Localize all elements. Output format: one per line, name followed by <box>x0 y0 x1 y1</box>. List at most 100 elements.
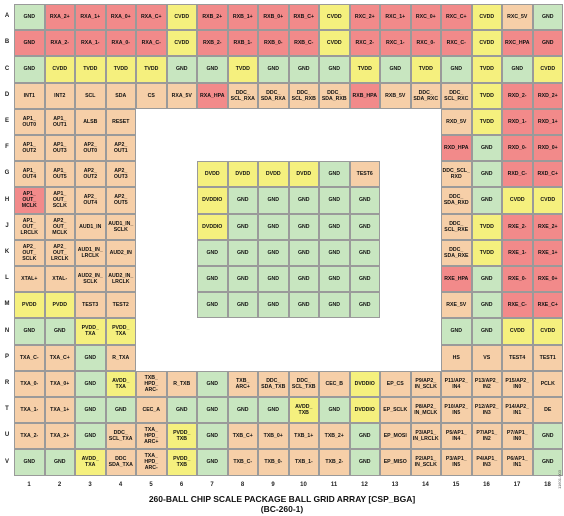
ball-U2: TXA_2+ <box>44 423 75 450</box>
ball-R9: DDC_ SDA_TXB <box>258 370 289 397</box>
ball-G13 <box>380 161 411 188</box>
ball-J13 <box>380 213 411 240</box>
ball-H11: GND <box>319 187 350 214</box>
ball-C9: GND <box>258 56 289 83</box>
ball-E18: RXD_1+ <box>532 108 563 135</box>
ball-K2: AP2_ OUT_ LRCLK <box>44 239 75 266</box>
ball-G15: DDC_SCL_ RXD <box>441 161 472 188</box>
ball-T2: TXA_1+ <box>44 397 75 424</box>
ball-F13 <box>380 135 411 162</box>
column-label: 9 <box>271 482 275 488</box>
ball-D16: TVDD <box>471 82 502 109</box>
ball-F10 <box>288 135 319 162</box>
ball-P3: GND <box>75 344 106 371</box>
ball-V6: PVDD_ TXB <box>166 449 197 476</box>
ball-J7: DVDDIO <box>197 213 228 240</box>
ball-G8: DVDD <box>227 161 258 188</box>
ball-J3: AUD1_IN <box>75 213 106 240</box>
ball-T11: GND <box>319 397 350 424</box>
ball-J18: RXE_2+ <box>532 213 563 240</box>
column-label: 7 <box>210 482 214 488</box>
ball-M12: GND <box>349 292 380 319</box>
ball-C10: GND <box>288 56 319 83</box>
ball-B10: RXB_C- <box>288 30 319 57</box>
ball-A10: RXB_C+ <box>288 4 319 31</box>
ball-L17: RXE_0- <box>502 266 533 293</box>
ball-H13 <box>380 187 411 214</box>
ball-J2: AP2_ OUT_ MCLK <box>44 213 75 240</box>
ball-V3: AVDD_ TXA <box>75 449 106 476</box>
ball-E6 <box>166 108 197 135</box>
ball-N14 <box>410 318 441 345</box>
ball-V12: GND <box>349 449 380 476</box>
ball-K16: TVDD <box>471 239 502 266</box>
ball-H16: GND <box>471 187 502 214</box>
ball-M6 <box>166 292 197 319</box>
row-label: P <box>4 353 9 360</box>
figure-code: 11601-003 <box>557 470 562 489</box>
ball-R5: TXB_ HPD_ ARC- <box>136 370 167 397</box>
ball-N6 <box>166 318 197 345</box>
ball-K10: GND <box>288 239 319 266</box>
ball-J9: GND <box>258 213 289 240</box>
ball-U4: DDC_ SCL_TXA <box>105 423 136 450</box>
ball-P9 <box>258 344 289 371</box>
ball-V11: TXB_2- <box>319 449 350 476</box>
ball-B16: CVDD <box>471 30 502 57</box>
ball-F14 <box>410 135 441 162</box>
column-label: 18 <box>544 482 551 488</box>
ball-V10: TXB_1- <box>288 449 319 476</box>
ball-B15: RXC_C- <box>441 30 472 57</box>
row-label: R <box>4 379 10 386</box>
ball-H17: CVDD <box>502 187 533 214</box>
ball-T9: GND <box>258 397 289 424</box>
ball-K8: GND <box>227 239 258 266</box>
column-label: 10 <box>300 482 307 488</box>
ball-H14 <box>410 187 441 214</box>
ball-P7 <box>197 344 228 371</box>
ball-C18: CVDD <box>532 56 563 83</box>
ball-N17: CVDD <box>502 318 533 345</box>
ball-L16: GND <box>471 266 502 293</box>
ball-L9: GND <box>258 266 289 293</box>
ball-L1: XTAL+ <box>14 266 45 293</box>
ball-B8: RXB_1- <box>227 30 258 57</box>
ball-F7 <box>197 135 228 162</box>
ball-N15: GND <box>441 318 472 345</box>
ball-L18: RXE_0+ <box>532 266 563 293</box>
ball-F18: RXD_0+ <box>532 135 563 162</box>
row-label: G <box>4 170 10 177</box>
ball-N3: PVDD_ TXA <box>75 318 106 345</box>
ball-R18: PCLK <box>532 370 563 397</box>
ball-L13 <box>380 266 411 293</box>
ball-A18: GND <box>532 4 563 31</box>
ball-A4: RXA_0+ <box>105 4 136 31</box>
ball-T4: GND <box>105 397 136 424</box>
ball-P18: TEST1 <box>532 344 563 371</box>
ball-B12: RXC_2- <box>349 30 380 57</box>
ball-K14 <box>410 239 441 266</box>
column-label: 6 <box>179 482 184 488</box>
ball-V7: GND <box>197 449 228 476</box>
ball-M13 <box>380 292 411 319</box>
ball-K18: RXE_1+ <box>532 239 563 266</box>
ball-B5: RXA_C- <box>136 30 167 57</box>
ball-A12: RXC_2+ <box>349 4 380 31</box>
ball-P15: HS <box>441 344 472 371</box>
ball-R15: P11/AP2_ IN4 <box>441 370 472 397</box>
ball-G3: AP2_ OUT2 <box>75 161 106 188</box>
column-label: 4 <box>118 482 123 488</box>
column-label: 14 <box>422 482 429 488</box>
ball-T6: GND <box>166 397 197 424</box>
ball-R7: GND <box>197 370 228 397</box>
ball-F1: AP1_ OUT2 <box>14 135 45 162</box>
ball-R3: GND <box>75 370 106 397</box>
ball-T15: P10/AP2_ IN5 <box>441 397 472 424</box>
ball-T14: P8/AP2_ IN_MCLK <box>410 397 441 424</box>
ball-J16: TVDD <box>471 213 502 240</box>
ball-G18: RXD_C+ <box>532 161 563 188</box>
ball-V5: TXA_ HPD_ ARC- <box>136 449 167 476</box>
ball-T1: TXA_1- <box>14 397 45 424</box>
ball-P13 <box>380 344 411 371</box>
ball-G7: DVDD <box>197 161 228 188</box>
